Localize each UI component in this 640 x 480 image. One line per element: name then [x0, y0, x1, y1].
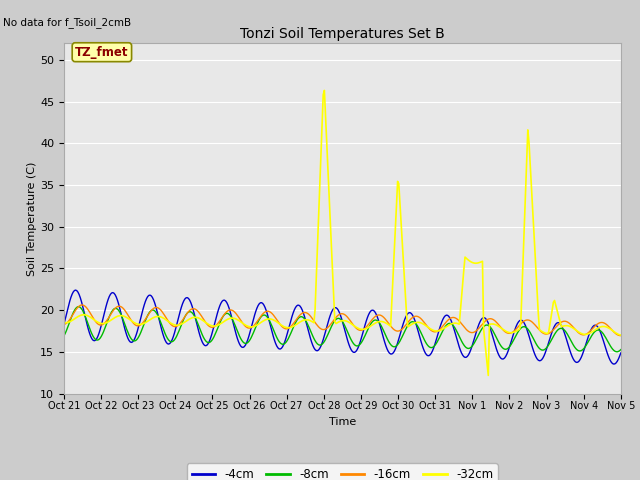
Text: No data for f_Tsoil_2cmB: No data for f_Tsoil_2cmB	[3, 17, 131, 28]
Legend: -4cm, -8cm, -16cm, -32cm: -4cm, -8cm, -16cm, -32cm	[187, 463, 498, 480]
Title: Tonzi Soil Temperatures Set B: Tonzi Soil Temperatures Set B	[240, 27, 445, 41]
Y-axis label: Soil Temperature (C): Soil Temperature (C)	[28, 161, 37, 276]
X-axis label: Time: Time	[329, 417, 356, 427]
Text: TZ_fmet: TZ_fmet	[75, 46, 129, 59]
